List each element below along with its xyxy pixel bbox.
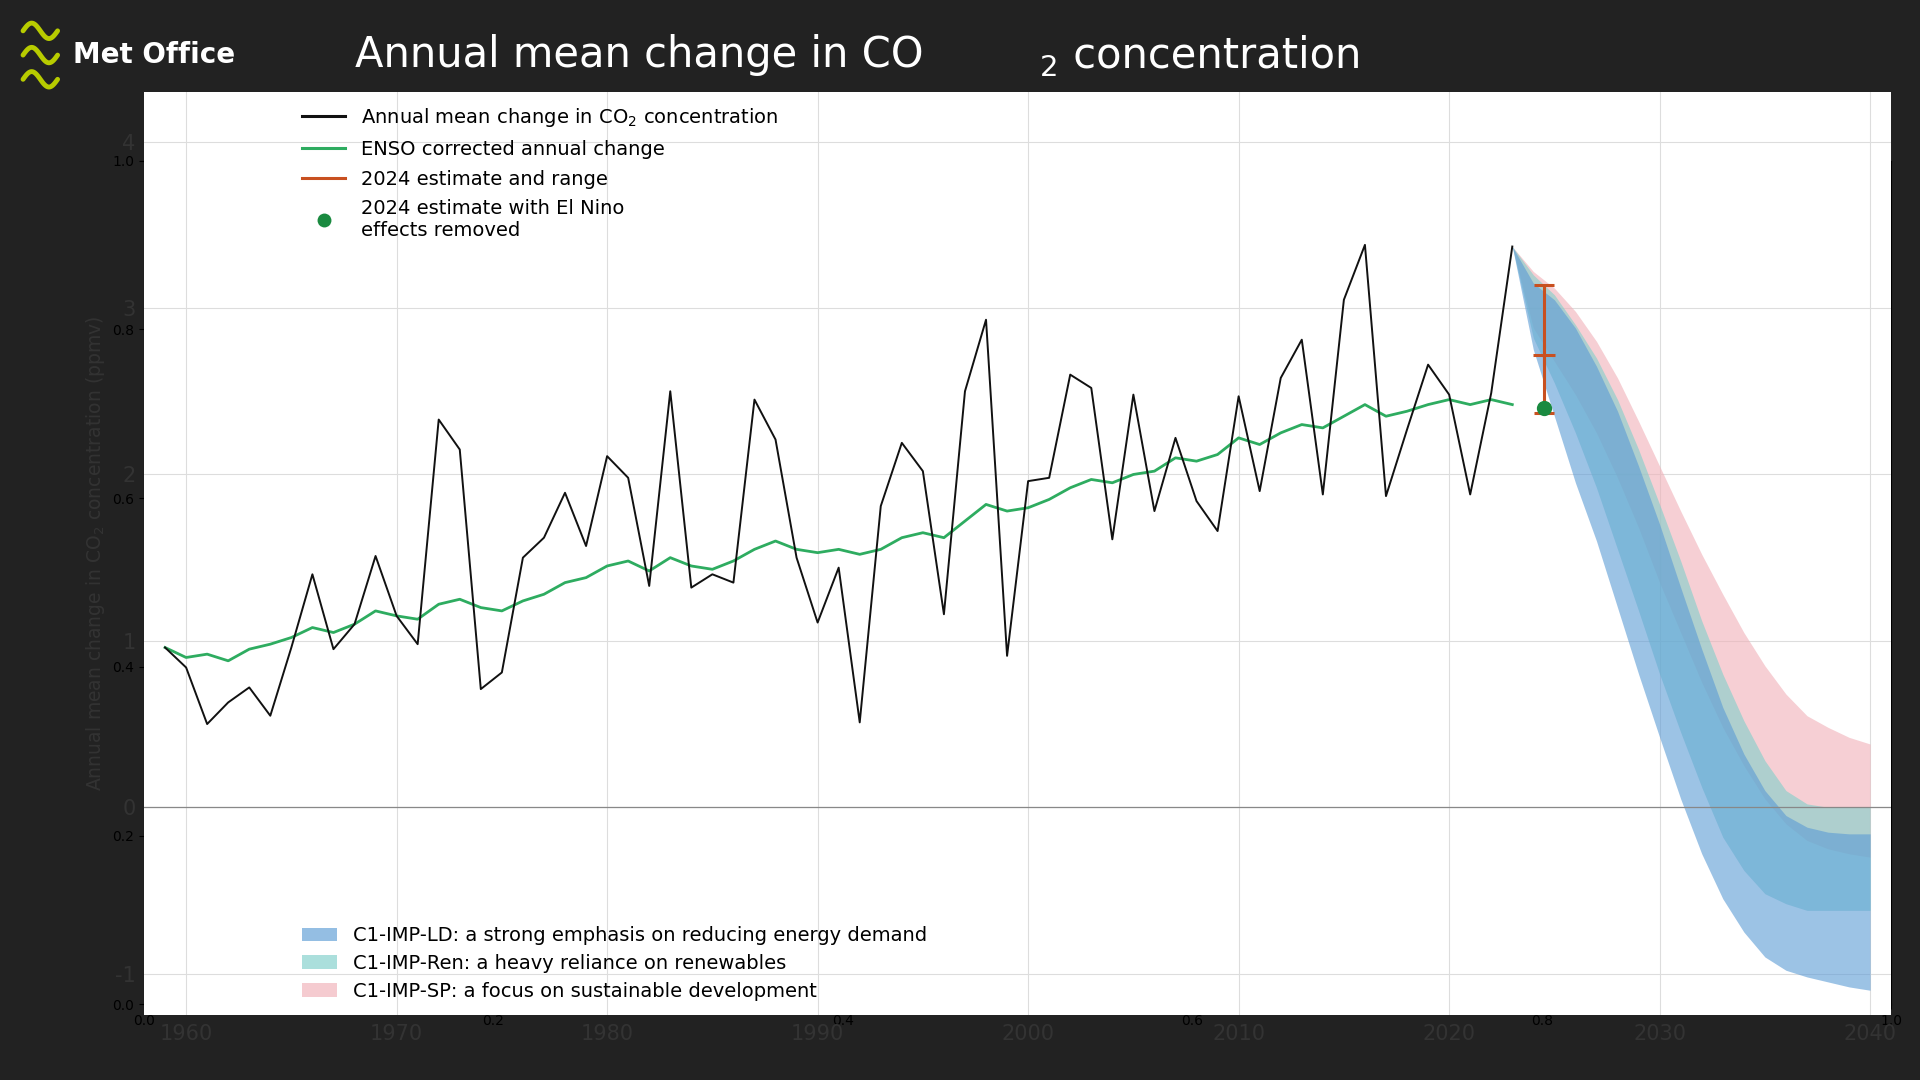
Text: Annual mean change in CO: Annual mean change in CO [355, 35, 924, 76]
Text: concentration: concentration [1060, 35, 1361, 76]
Legend: C1-IMP-LD: a strong emphasis on reducing energy demand, C1-IMP-Ren: a heavy reli: C1-IMP-LD: a strong emphasis on reducing… [301, 927, 927, 1001]
Y-axis label: Annual mean change in CO$_2$ concentration (ppmv): Annual mean change in CO$_2$ concentrati… [84, 316, 108, 791]
Text: Met Office: Met Office [73, 41, 234, 69]
Text: 2: 2 [1041, 54, 1058, 82]
